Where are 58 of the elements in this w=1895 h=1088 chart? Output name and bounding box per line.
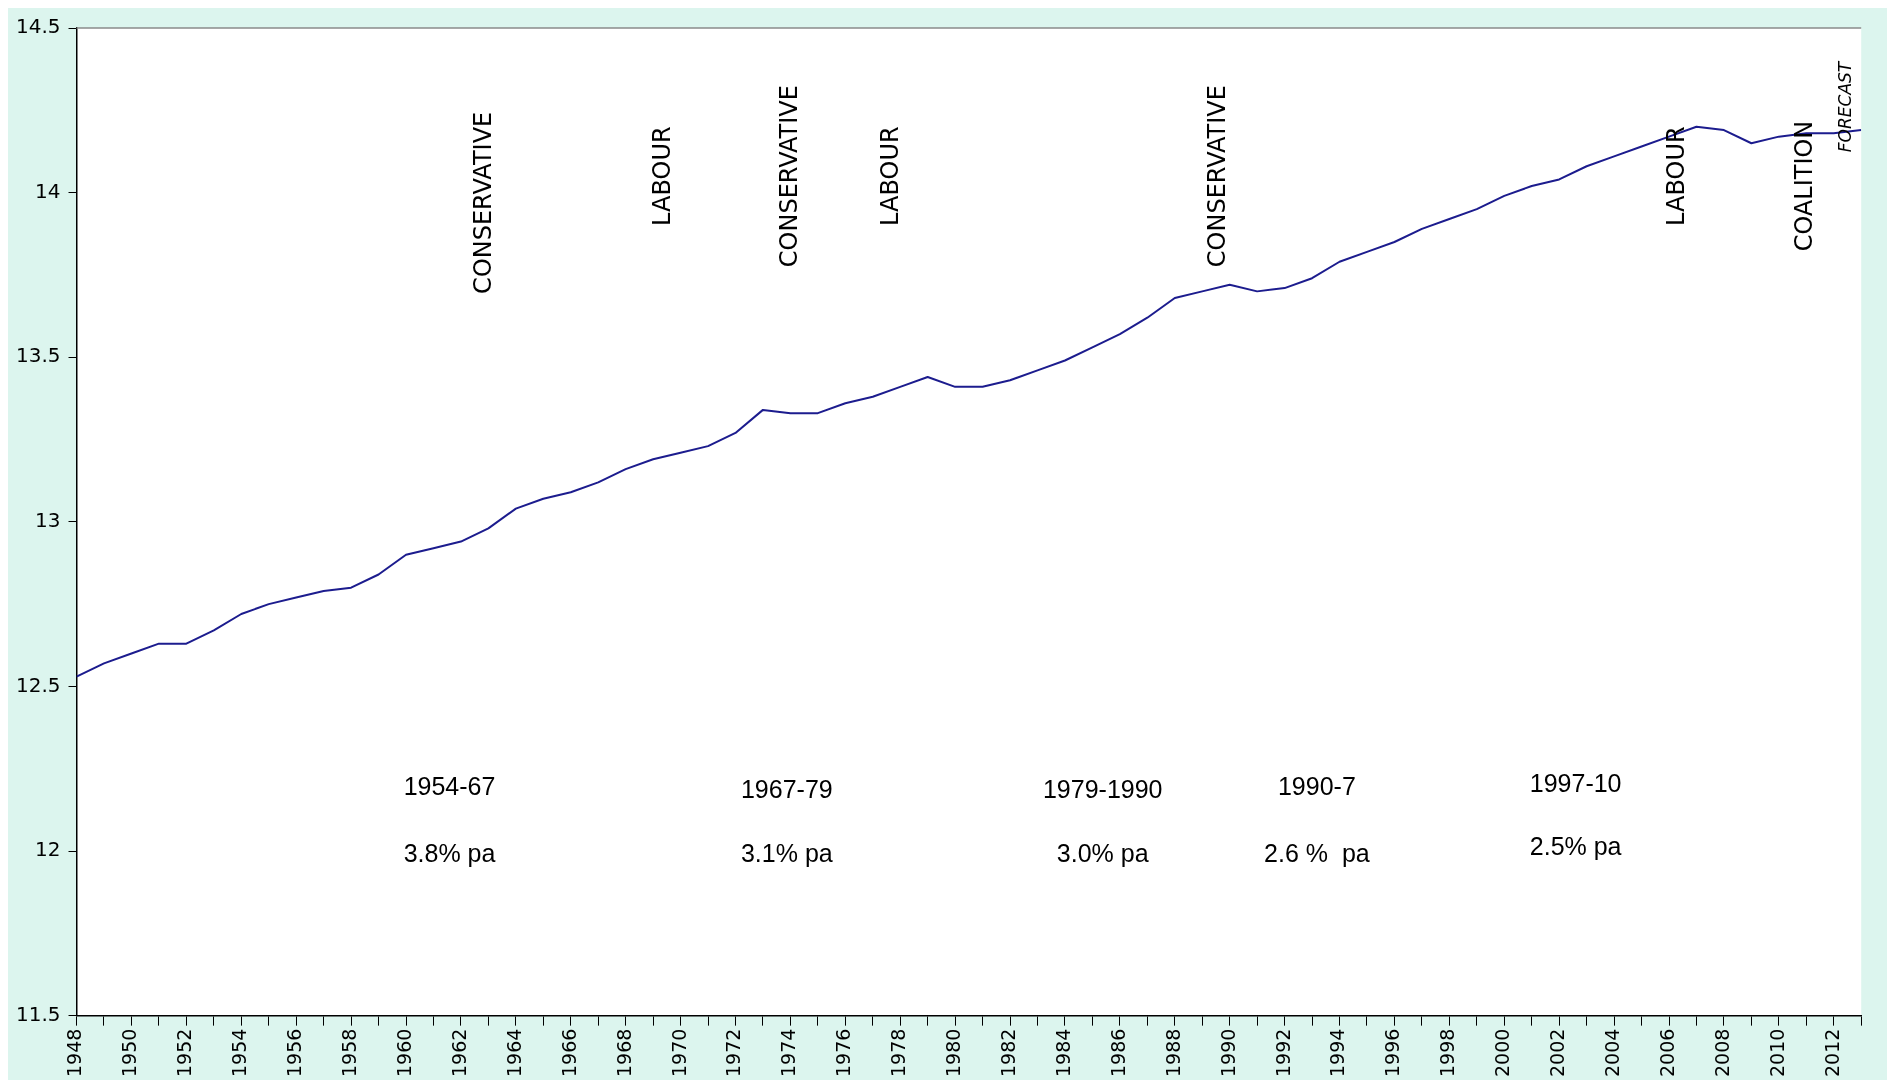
- x-tick-label: 1986: [1106, 1028, 1129, 1078]
- x-tick-label: 1994: [1326, 1028, 1349, 1078]
- x-tick-label: 1970: [667, 1028, 690, 1078]
- annotation: 1954-67: [403, 772, 496, 801]
- y-tick-label: 14: [35, 178, 61, 203]
- x-tick-label: 1962: [447, 1028, 470, 1078]
- x-tick-label: 1952: [173, 1028, 196, 1078]
- x-tick-label: 1992: [1271, 1028, 1294, 1078]
- annotation: FORECAST: [1835, 60, 1856, 153]
- annotation: CONSERVATIVE: [774, 85, 803, 268]
- annotation: 1990-7: [1277, 772, 1356, 801]
- x-tick-label: 1972: [722, 1028, 745, 1078]
- annotation: 2.6 % pa: [1264, 838, 1370, 867]
- y-tick-label: 13.5: [16, 343, 61, 368]
- x-tick-label: 1982: [996, 1028, 1019, 1078]
- annotation: 1979-1990: [1042, 775, 1163, 804]
- x-tick-label: 2004: [1601, 1028, 1624, 1078]
- x-tick-label: 1988: [1161, 1028, 1184, 1078]
- annotation: LABOUR: [1661, 126, 1690, 226]
- y-tick-label: 13: [35, 508, 61, 533]
- annotation: COALITION: [1790, 120, 1819, 252]
- annotation: 2.5% pa: [1529, 831, 1622, 860]
- x-tick-label: 1996: [1381, 1028, 1404, 1078]
- x-tick-label: 1950: [118, 1028, 141, 1078]
- x-tick-label: 1958: [338, 1028, 361, 1078]
- x-tick-label: 1948: [63, 1028, 86, 1078]
- x-tick-label: 1990: [1216, 1028, 1239, 1078]
- annotation: 3.0% pa: [1056, 838, 1149, 867]
- x-tick-label: 2002: [1546, 1028, 1569, 1078]
- x-tick-label: 2000: [1491, 1028, 1514, 1078]
- x-tick-label: 1998: [1436, 1028, 1459, 1078]
- annotation: 3.1% pa: [740, 838, 833, 867]
- annotation: 1967-79: [740, 775, 833, 804]
- annotation: CONSERVATIVE: [1202, 85, 1231, 268]
- x-tick-label: 2012: [1820, 1028, 1843, 1078]
- annotation: LABOUR: [647, 126, 676, 226]
- x-tick-label: 1980: [942, 1028, 965, 1078]
- x-tick-label: 2006: [1655, 1028, 1678, 1078]
- annotation: 1997-10: [1529, 769, 1622, 798]
- annotation: LABOUR: [876, 126, 905, 226]
- annotation: CONSERVATIVE: [469, 111, 498, 294]
- annotation: 3.8% pa: [403, 838, 496, 867]
- x-tick-label: 1956: [283, 1028, 306, 1078]
- x-tick-label: 1984: [1051, 1028, 1074, 1078]
- y-tick-label: 12: [35, 837, 61, 862]
- x-tick-label: 1974: [777, 1028, 800, 1078]
- x-tick-label: 2008: [1710, 1028, 1733, 1078]
- x-tick-label: 1966: [557, 1028, 580, 1078]
- y-tick-label: 14.5: [16, 14, 61, 39]
- y-tick-label: 11.5: [16, 1001, 61, 1026]
- x-tick-label: 1954: [228, 1028, 251, 1078]
- y-tick-label: 12.5: [16, 672, 61, 697]
- x-tick-label: 1976: [832, 1028, 855, 1078]
- x-tick-label: 1964: [502, 1028, 525, 1078]
- x-tick-label: 1978: [887, 1028, 910, 1078]
- x-tick-label: 1968: [612, 1028, 635, 1078]
- x-tick-label: 2010: [1765, 1028, 1788, 1078]
- x-tick-label: 1960: [392, 1028, 415, 1078]
